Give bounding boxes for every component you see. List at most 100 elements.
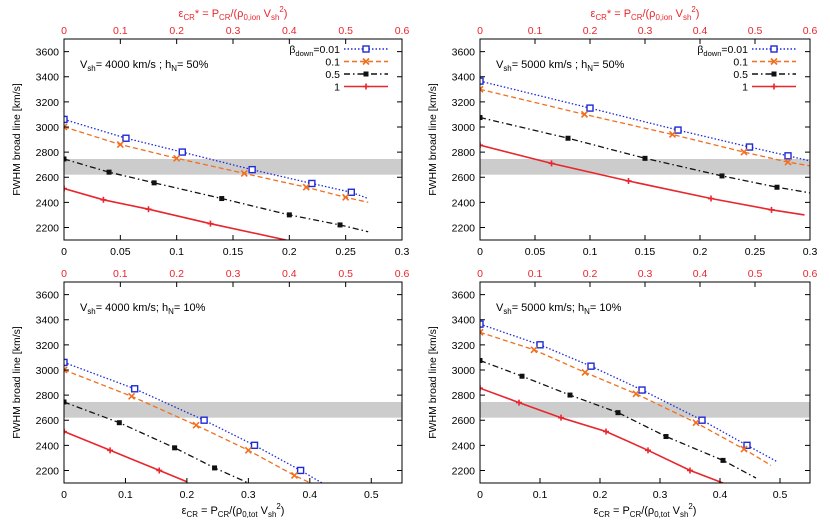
top-x-tick-label: 0.2: [169, 25, 184, 37]
data-point: [107, 447, 114, 454]
panel-annotation-part: = 50%: [593, 59, 625, 71]
data-point: [248, 165, 256, 174]
top-x-axis-title-part: CR: [219, 13, 231, 22]
series-1: [64, 428, 188, 483]
y-tick-label: 3400: [452, 315, 476, 327]
y-tick-label: 3200: [452, 97, 476, 109]
x-axis-title-part: /(ρ: [229, 505, 242, 517]
top-x-tick-label: 0.6: [803, 268, 818, 280]
top-x-axis-title-part: 0,ion: [655, 13, 672, 22]
data-point: [480, 142, 483, 149]
panel-annotation-part: = 50%: [177, 59, 209, 71]
data-point: [178, 148, 187, 156]
panel-annotation-part: V: [80, 59, 88, 71]
data-point: [250, 441, 259, 450]
x-tick-label: 0.25: [745, 246, 766, 258]
panel-annotation-part: N: [171, 64, 177, 73]
x-tick-label: 0.2: [693, 246, 708, 258]
data-point: [296, 466, 305, 475]
legend-label-part: =0.01: [313, 44, 340, 56]
y-tick-label: 3600: [36, 290, 60, 302]
observed-band: [64, 158, 402, 175]
data-point: [156, 467, 163, 474]
data-point: [116, 140, 124, 149]
legend-label: 0.5: [325, 69, 340, 81]
panel-annotation-part: V: [496, 59, 504, 71]
top-x-axis-title-part: ): [284, 8, 288, 20]
top-x-tick-label: 0.3: [638, 25, 653, 37]
x-tick-label: 0: [61, 489, 67, 501]
x-axis-title-part: CR: [630, 510, 642, 519]
x-tick-label: 0.1: [583, 246, 598, 258]
x-axis-title-part: /(ρ: [641, 505, 654, 517]
y-tick-label: 3000: [452, 365, 476, 377]
series-line: [480, 144, 805, 216]
data-point: [64, 123, 68, 131]
x-axis-title-part: ): [281, 505, 285, 517]
x-axis-title-part: sh: [268, 510, 276, 519]
data-point: [784, 158, 792, 166]
y-tick-label: 3000: [36, 122, 60, 134]
y-tick-label: 2400: [452, 197, 476, 209]
series-line: [64, 361, 323, 483]
data-point: [342, 193, 350, 201]
data-point: [363, 71, 369, 77]
x-tick-label: 0.25: [335, 246, 356, 258]
x-axis-title-part: 2: [276, 502, 280, 511]
data-point: [337, 222, 343, 228]
data-point: [64, 156, 67, 162]
series-0.1: [64, 366, 313, 483]
data-point: [64, 115, 68, 124]
x-tick-label: 0.1: [169, 246, 184, 258]
data-point: [745, 143, 754, 151]
panel-annotation-part: N: [168, 307, 174, 316]
top-x-axis-title-part: * = P: [607, 8, 631, 20]
top-x-axis-title-part: V: [261, 8, 272, 20]
top-x-tick-label: 0.5: [338, 25, 353, 37]
x-axis-title-part: CR: [598, 510, 610, 519]
top-x-tick-label: 0.1: [528, 268, 543, 280]
x-tick-label: 0.5: [364, 489, 379, 501]
data-point: [565, 135, 571, 141]
panel-annotation-part: N: [587, 64, 593, 73]
top-x-axis-title-part: sh: [683, 13, 691, 22]
series-1: [480, 385, 724, 483]
x-tick-label: 0.2: [180, 489, 195, 501]
data-point: [130, 385, 139, 393]
series-line: [480, 331, 772, 466]
series-0.01: [480, 320, 778, 463]
x-tick-label: 0.4: [303, 489, 318, 501]
data-point: [674, 126, 682, 134]
x-axis-title-part: ): [693, 505, 697, 517]
top-x-tick-label: 0.4: [693, 25, 708, 37]
x-tick-label: 0.2: [593, 489, 608, 501]
data-point: [687, 467, 693, 474]
series-line: [64, 430, 188, 483]
x-axis-title-part: = P: [610, 505, 630, 517]
top-x-axis-title-part: /(ρ: [642, 8, 655, 20]
panel-annotation-part: = 4000 km/s; h: [96, 302, 168, 314]
legend-label: 1: [742, 82, 748, 94]
top-x-tick-label: 0: [61, 268, 67, 280]
top-x-tick-label: 0.4: [693, 268, 708, 280]
data-point: [698, 416, 706, 424]
x-tick-label: 0.4: [713, 489, 728, 501]
x-tick-label: 0.3: [803, 246, 818, 258]
data-point: [536, 341, 544, 349]
x-tick-label: 0.3: [653, 489, 668, 501]
data-point: [719, 173, 725, 179]
data-point: [770, 45, 778, 53]
top-x-tick-label: 0.4: [282, 25, 297, 37]
panel-annotation-part: sh: [503, 64, 511, 73]
data-point: [625, 177, 632, 184]
x-tick-label: 0: [477, 489, 483, 501]
y-tick-label: 3200: [452, 340, 476, 352]
data-point: [173, 154, 181, 162]
data-point: [740, 445, 748, 453]
y-tick-label: 3400: [36, 72, 60, 84]
series-line: [480, 116, 810, 194]
data-point: [567, 392, 573, 398]
data-point: [106, 169, 112, 175]
